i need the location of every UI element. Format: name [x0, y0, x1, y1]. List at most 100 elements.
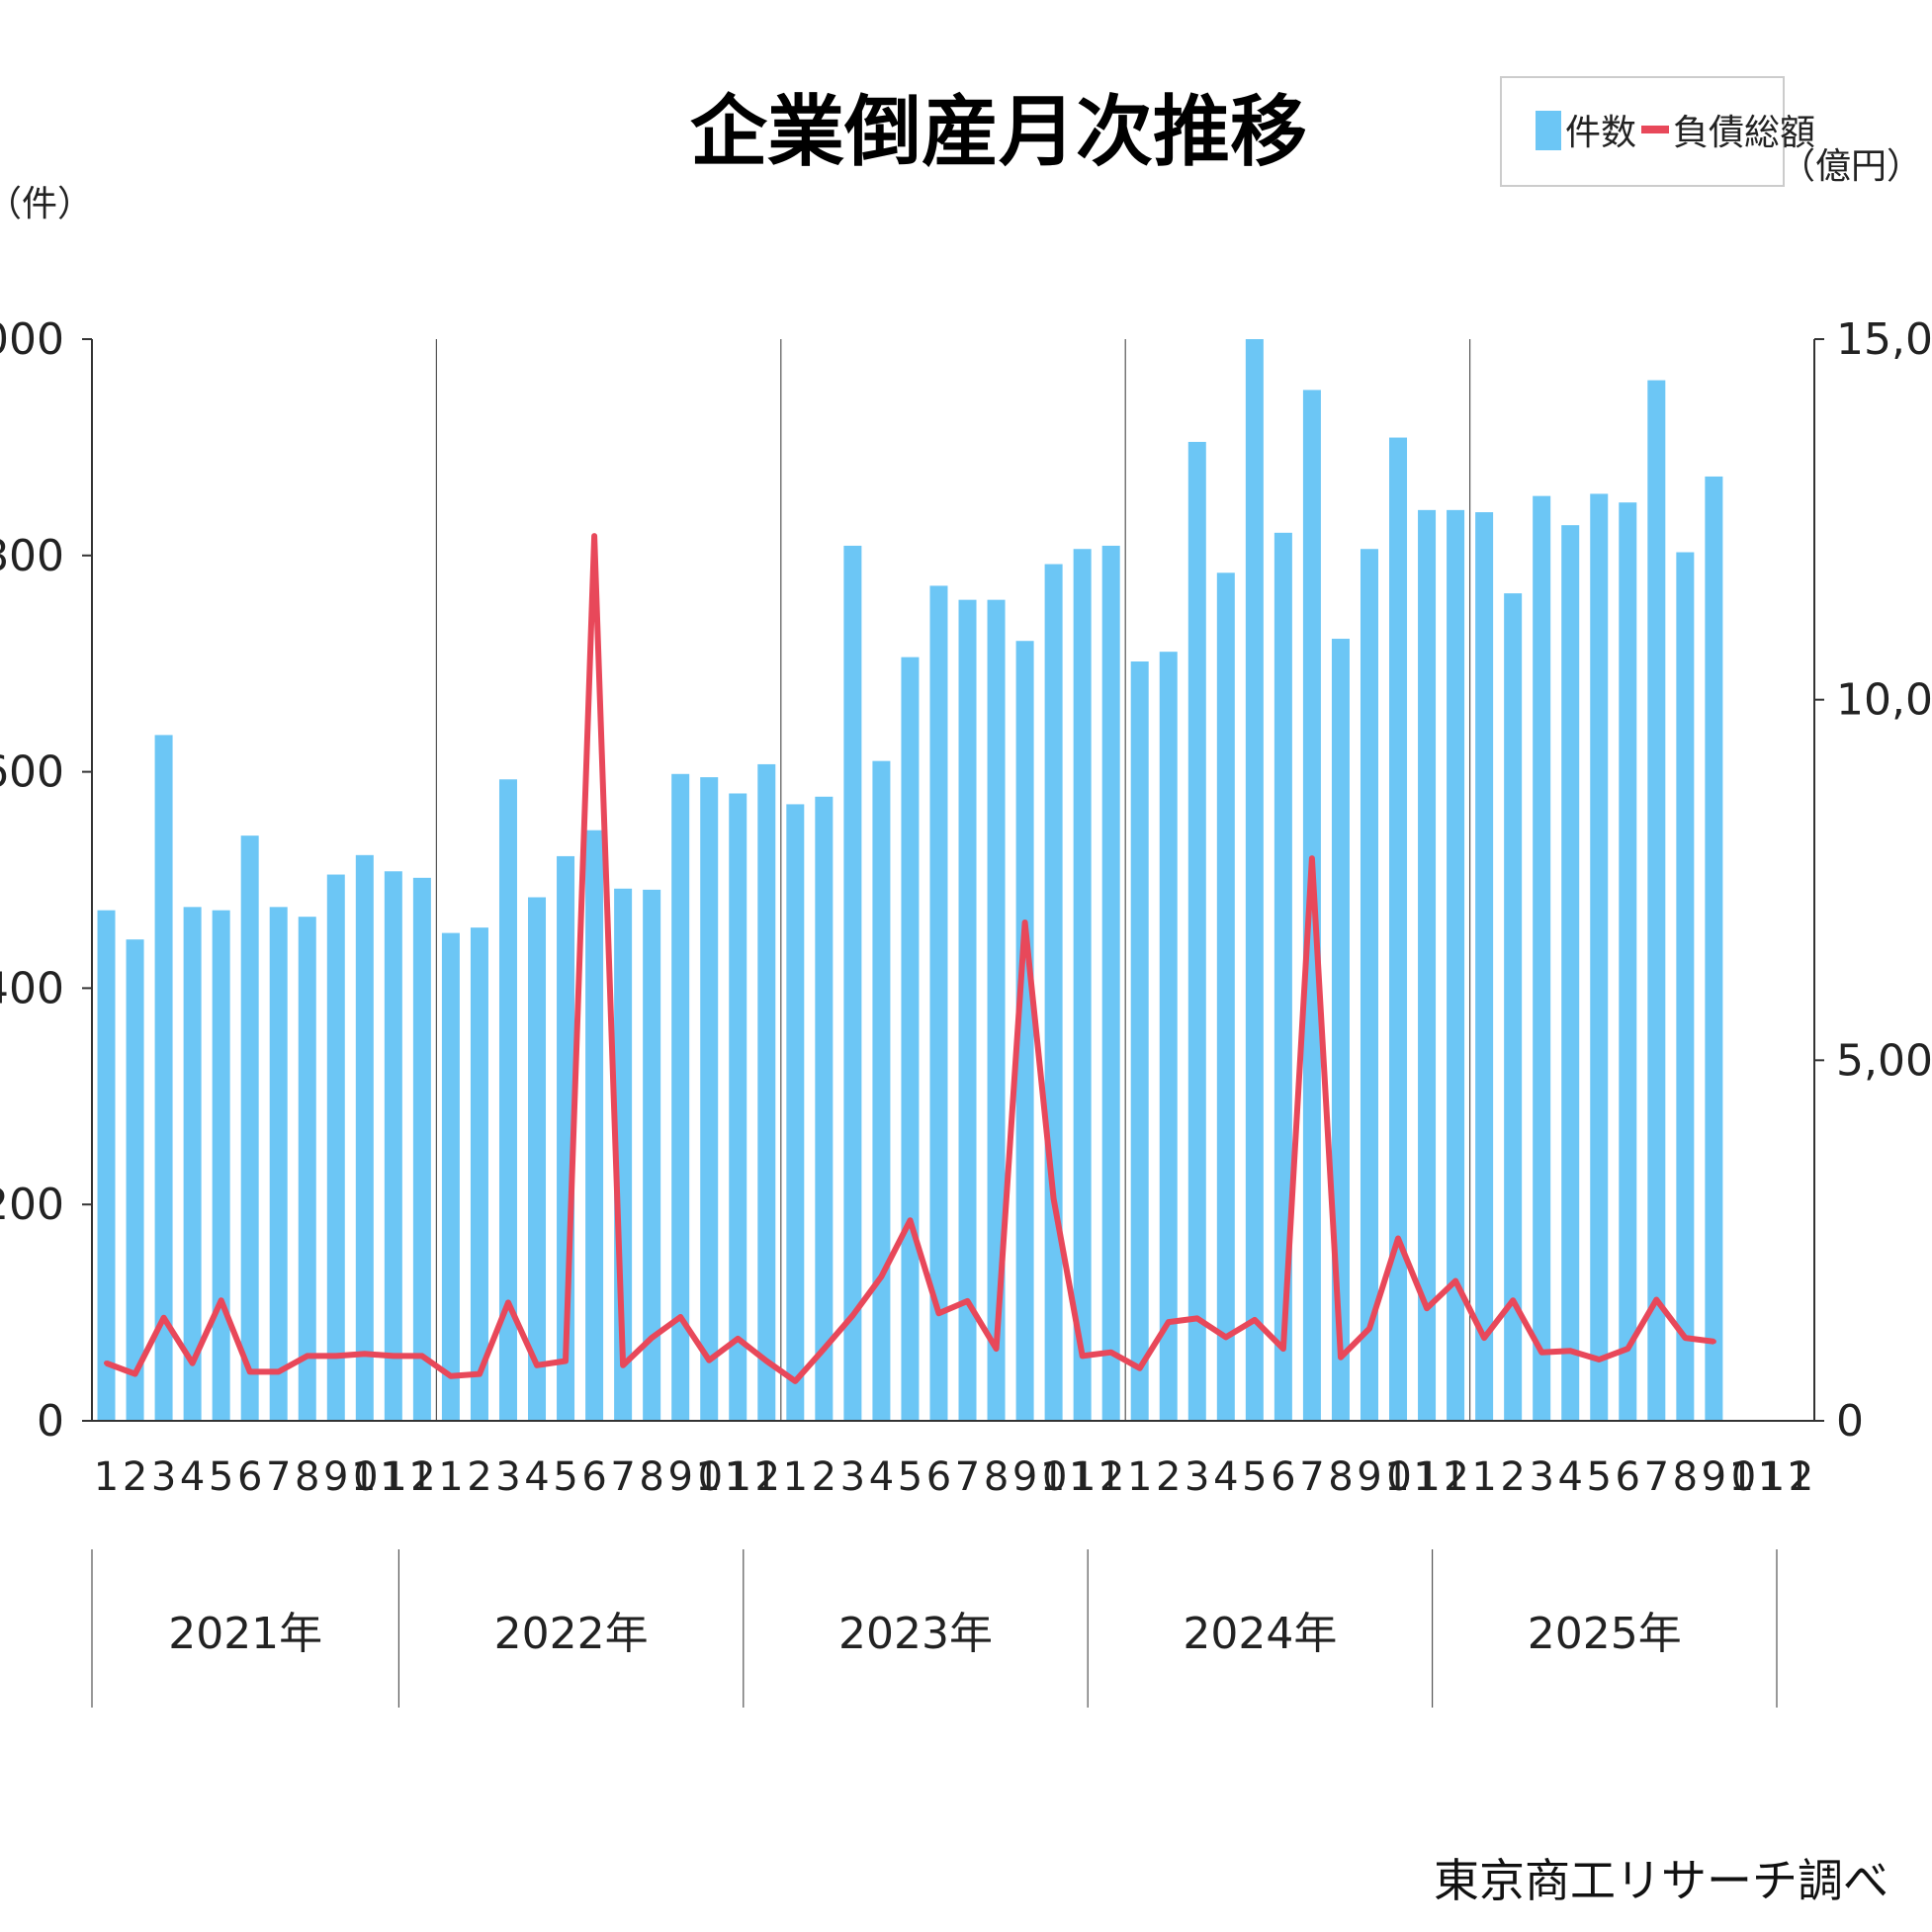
month-label: 5 [1242, 1454, 1267, 1500]
month-label: 2 [1156, 1454, 1181, 1500]
bar [1676, 552, 1695, 1421]
bar [872, 760, 891, 1421]
month-label: 9 [323, 1454, 348, 1500]
year-label: 2024年 [1183, 1609, 1337, 1659]
left-tick-label: 400 [0, 963, 64, 1013]
source-credit: 東京商工リサーチ調べ [1434, 1854, 1888, 1907]
legend-line-swatch [1641, 126, 1669, 133]
month-label: 6 [926, 1454, 951, 1500]
month-label: 7 [610, 1454, 635, 1500]
month-label: 6 [1616, 1454, 1640, 1500]
bar [671, 773, 690, 1421]
debt-point [1653, 1296, 1659, 1302]
debt-point [247, 1368, 253, 1374]
debt-point [1395, 1235, 1401, 1241]
month-label: 1 [1471, 1454, 1496, 1500]
bar [700, 777, 719, 1421]
bar [786, 804, 805, 1421]
bar [929, 585, 948, 1421]
month-label: 10 [1729, 1454, 1757, 1500]
month-label: 12 [752, 1454, 780, 1500]
month-label: 12 [1098, 1454, 1125, 1500]
plot-area: 02004006008001,00005,00010,00015,0001234… [0, 314, 1932, 1708]
bar [1447, 509, 1465, 1421]
debt-point [1510, 1297, 1516, 1303]
debt-point [1194, 1315, 1200, 1321]
debt-point [1596, 1357, 1602, 1362]
month-label: 6 [581, 1454, 606, 1500]
month-label: 4 [869, 1454, 894, 1500]
right-tick-label: 5,000 [1836, 1035, 1932, 1086]
bar [470, 927, 488, 1421]
bar [326, 874, 345, 1421]
bar [1590, 493, 1609, 1421]
right-tick-label: 0 [1836, 1396, 1864, 1447]
bar [1647, 380, 1666, 1421]
debt-point [1538, 1350, 1544, 1356]
year-label: 2022年 [494, 1609, 649, 1659]
debt-point [1625, 1346, 1630, 1352]
month-label: 12 [1787, 1454, 1814, 1500]
debt-point [649, 1335, 655, 1341]
legend: 件数 負債総額 [1500, 76, 1815, 187]
debt-point [1223, 1334, 1229, 1340]
month-label: 1 [783, 1454, 808, 1500]
month-label: 7 [266, 1454, 291, 1500]
debt-point [362, 1351, 368, 1357]
bar [1245, 339, 1264, 1421]
debt-point [1682, 1335, 1688, 1341]
debt-point [994, 1346, 1000, 1352]
month-label: 8 [1328, 1454, 1353, 1500]
month-label: 12 [1442, 1454, 1469, 1500]
debt-point [1166, 1319, 1172, 1325]
bar [1101, 545, 1120, 1421]
debt-point [1051, 1195, 1057, 1201]
debt-point [1309, 855, 1315, 861]
month-label: 1 [1127, 1454, 1152, 1500]
bar [585, 830, 604, 1421]
bar [729, 793, 747, 1421]
month-label: 5 [553, 1454, 577, 1500]
bar [384, 871, 402, 1421]
debt-point [104, 1361, 110, 1366]
right-axis-unit: （億円） [1780, 146, 1922, 187]
right-tick-label: 10,000 [1836, 675, 1932, 726]
month-label: 4 [180, 1454, 205, 1500]
month-label: 10 [695, 1454, 723, 1500]
month-label: 8 [295, 1454, 319, 1500]
bar [1159, 652, 1178, 1421]
month-label: 9 [1012, 1454, 1037, 1500]
bar [1561, 525, 1580, 1421]
debt-point [907, 1217, 913, 1223]
debt-point [1366, 1326, 1372, 1332]
month-label: 7 [1299, 1454, 1324, 1500]
bar [183, 907, 202, 1421]
debt-point [1481, 1335, 1487, 1341]
bar [1273, 532, 1292, 1421]
legend-bar-swatch [1536, 111, 1561, 150]
bar [240, 835, 259, 1421]
left-axis-unit: （件） [0, 184, 93, 224]
left-tick-label: 200 [0, 1180, 64, 1230]
bar [843, 545, 862, 1421]
bar [757, 763, 776, 1421]
debt-point [1424, 1305, 1430, 1311]
bar [1418, 509, 1437, 1421]
month-label: 4 [524, 1454, 549, 1500]
debt-point [677, 1314, 683, 1320]
bar [1619, 502, 1637, 1422]
debt-point [505, 1299, 511, 1305]
debt-point [419, 1353, 425, 1359]
debt-point [935, 1310, 941, 1316]
month-label: 2 [1500, 1454, 1525, 1500]
month-label: 6 [237, 1454, 262, 1500]
month-label: 7 [955, 1454, 980, 1500]
debt-point [477, 1371, 483, 1377]
debt-point [305, 1353, 310, 1359]
year-label: 2021年 [168, 1609, 322, 1659]
bar [1130, 661, 1149, 1421]
bar [298, 917, 316, 1421]
month-label: 2 [467, 1454, 491, 1500]
month-label: 10 [1384, 1454, 1412, 1500]
debt-point [1567, 1348, 1573, 1354]
